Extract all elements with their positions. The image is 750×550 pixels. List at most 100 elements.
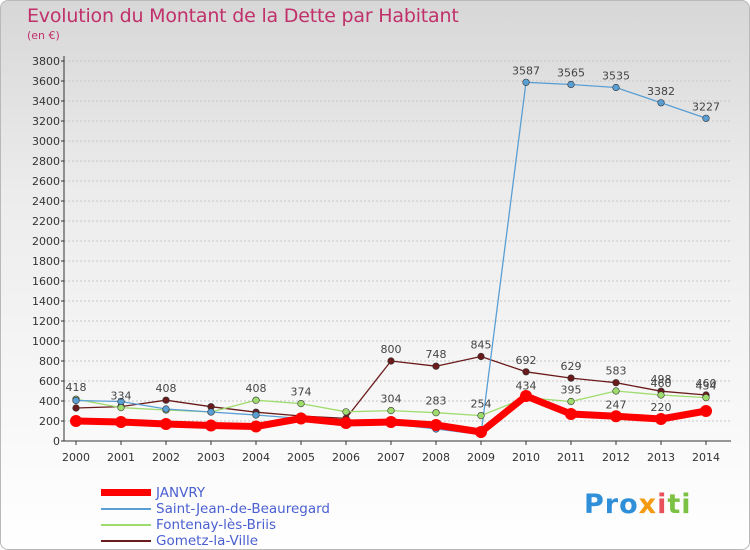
data-point-saint-jean	[612, 83, 620, 92]
legend-label-gometz: Gometz-la-Ville	[156, 533, 259, 549]
x-tick-label: 2014	[692, 451, 720, 464]
y-tick-label: 3200	[32, 115, 60, 128]
data-point-saint-jean	[657, 99, 665, 107]
data-label-fontenay: 408	[246, 382, 267, 395]
data-point-gometz	[567, 374, 575, 382]
data-point-gometz	[432, 362, 440, 370]
y-axis-ticks: 0 200 400 600 800 1000 1200 1400 1600 1800 2000 220…	[32, 55, 64, 448]
y-tick-label: 3000	[32, 135, 60, 148]
data-point-janvry	[610, 410, 622, 423]
data-point-saint-jean	[567, 80, 575, 89]
data-point-gometz	[387, 357, 395, 365]
data-label-fontenay: 334	[111, 390, 132, 403]
y-tick-label: 800	[39, 355, 60, 368]
data-label-gometz: 800	[381, 343, 402, 356]
data-point-janvry	[70, 415, 82, 427]
y-tick-label: 0	[53, 435, 60, 448]
data-label-fontenay: 304	[381, 393, 402, 406]
data-point-janvry	[655, 413, 667, 425]
data-point-janvry	[340, 417, 352, 429]
data-point-saint-jean	[252, 411, 260, 419]
data-label-saint-jean: 3565	[557, 67, 585, 80]
y-tick-label: 600	[39, 375, 60, 388]
data-label-fontenay: 418	[66, 381, 87, 394]
x-tick-label: 2005	[287, 451, 315, 464]
y-tick-label: 2200	[32, 215, 60, 228]
data-label-gometz: 748	[426, 348, 447, 361]
data-labels: 247 220 3587 3565 3535 3382 3227 418 334 408 374 30…	[66, 64, 721, 414]
data-label-saint-jean: 3587	[512, 64, 540, 77]
x-tick-label: 2003	[197, 451, 225, 464]
data-point-gometz	[522, 368, 530, 376]
data-label-gometz: 498	[651, 373, 672, 386]
y-tick-label: 1200	[32, 315, 60, 328]
data-point-janvry	[565, 408, 577, 420]
x-tick-label: 2007	[377, 451, 405, 464]
legend-swatch-janvry	[101, 489, 151, 496]
data-point-saint-jean	[117, 397, 125, 406]
data-point-janvry	[205, 419, 217, 432]
data-point-fontenay	[702, 394, 710, 402]
data-point-fontenay	[117, 404, 125, 412]
axes	[63, 56, 731, 442]
data-point-saint-jean	[522, 78, 530, 86]
data-point-janvry	[115, 416, 127, 428]
data-point-saint-jean	[72, 396, 80, 405]
x-tick-label: 2013	[647, 451, 675, 464]
data-label-gometz: 845	[471, 339, 492, 352]
data-point-gometz	[612, 379, 620, 387]
data-label-gometz: 408	[156, 382, 177, 395]
x-tick-label: 2001	[107, 451, 135, 464]
y-tick-label: 200	[39, 415, 60, 428]
legend-swatch-fontenay	[101, 524, 151, 526]
chart-title: Evolution du Montant de la Dette par Hab…	[27, 5, 459, 27]
data-point-gometz	[477, 352, 485, 361]
data-label-fontenay: 374	[291, 386, 312, 399]
data-point-gometz	[162, 396, 170, 404]
data-point-fontenay	[567, 397, 575, 406]
x-tick-label: 2008	[422, 451, 450, 464]
data-point-fontenay	[477, 412, 485, 420]
data-point-janvry	[160, 418, 172, 430]
data-point-fontenay	[252, 396, 260, 404]
data-label-saint-jean: 3382	[647, 85, 675, 98]
data-label-gometz: 460	[696, 377, 717, 390]
data-label-janvry: 220	[651, 401, 672, 414]
data-point-fontenay	[657, 391, 665, 399]
y-tick-label: 2400	[32, 195, 60, 208]
data-point-janvry	[520, 390, 532, 402]
y-tick-label: 3400	[32, 95, 60, 108]
data-point-janvry	[295, 412, 307, 425]
series-points	[70, 78, 712, 439]
data-label-fontenay: 395	[561, 384, 582, 397]
data-point-fontenay	[387, 407, 395, 415]
data-label-saint-jean: 3227	[692, 100, 720, 113]
y-tick-label: 1000	[32, 335, 60, 348]
x-tick-label: 2012	[602, 451, 630, 464]
data-label-fontenay: 283	[426, 395, 447, 408]
data-label-fontenay: 434	[696, 380, 717, 393]
proxiti-logo: Proxiti	[584, 489, 692, 520]
data-point-gometz	[72, 404, 80, 412]
data-point-janvry	[700, 405, 712, 417]
data-label-fontenay: 434	[516, 380, 537, 393]
legend-label-fontenay: Fontenay-lès-Briis	[156, 517, 276, 533]
data-point-saint-jean	[207, 408, 215, 416]
chart-subtitle: (en €)	[27, 29, 60, 42]
y-tick-label: 2600	[32, 175, 60, 188]
grid-lines	[64, 60, 731, 442]
data-point-saint-jean	[702, 114, 710, 122]
x-tick-label: 2011	[557, 451, 585, 464]
y-tick-label: 2000	[32, 235, 60, 248]
legend-label-saint-jean: Saint-Jean-de-Beauregard	[156, 501, 330, 517]
x-tick-label: 2002	[152, 451, 180, 464]
data-point-janvry	[385, 416, 397, 428]
y-tick-label: 3800	[32, 55, 60, 68]
x-tick-label: 2009	[467, 451, 495, 464]
data-point-saint-jean	[162, 405, 170, 413]
data-label-fontenay: 460	[651, 377, 672, 390]
x-tick-label: 2010	[512, 451, 540, 464]
y-tick-label: 1800	[32, 255, 60, 268]
x-tick-label: 2000	[62, 451, 90, 464]
